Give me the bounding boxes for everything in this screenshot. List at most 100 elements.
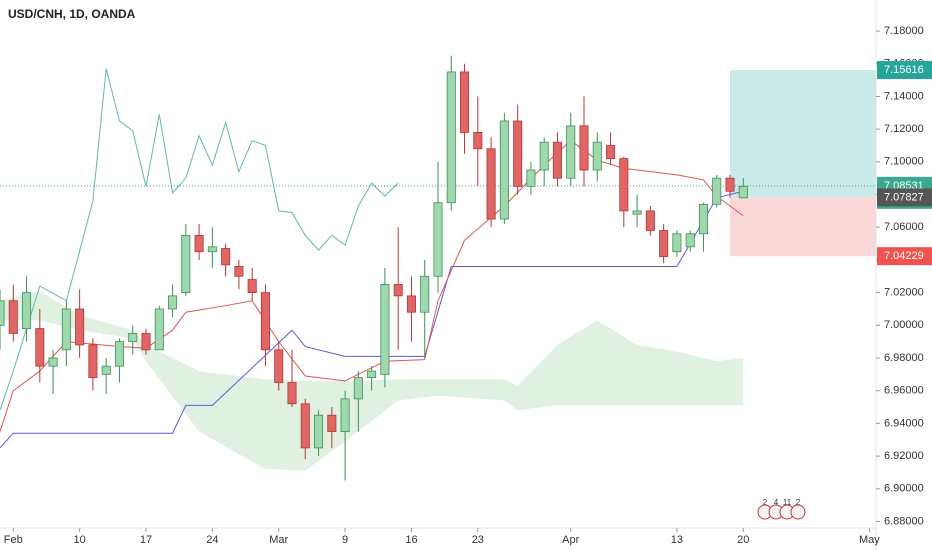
candle-body: [247, 279, 257, 294]
candle-body: [393, 284, 403, 297]
candle-body: [486, 148, 496, 220]
candle-body: [406, 295, 416, 313]
y-tick-label: 7.12000: [884, 123, 924, 135]
candle-body: [234, 266, 244, 277]
x-tick-label: 13: [671, 534, 683, 546]
y-tick-label: 7.00000: [884, 319, 924, 331]
candle-body: [154, 308, 164, 351]
chart-title: USD/CNH, 1D, OANDA: [8, 7, 136, 21]
candle-body: [380, 284, 390, 375]
target-label: 7.15616: [884, 64, 924, 76]
candle-body: [75, 308, 85, 346]
candle-body: [128, 333, 138, 343]
x-tick-label: 9: [342, 534, 348, 546]
candle-body: [48, 357, 58, 367]
y-tick-label: 6.96000: [884, 385, 924, 397]
candle-body: [712, 177, 722, 205]
x-tick-label: 10: [74, 534, 86, 546]
candle-body: [725, 177, 735, 192]
candle-body: [260, 292, 270, 351]
candle-body: [141, 333, 151, 351]
candle-body: [513, 120, 523, 187]
candle-body: [287, 382, 297, 405]
stop-label: 7.04229: [884, 250, 924, 262]
event-label: 11: [783, 498, 792, 507]
candle-body: [659, 230, 669, 258]
candle-body: [645, 210, 655, 231]
candle-body: [738, 185, 748, 199]
candle-body: [526, 169, 536, 187]
candle-body: [566, 125, 576, 179]
candle-body: [314, 414, 324, 449]
candle-body: [473, 132, 483, 150]
candle-body: [446, 71, 456, 204]
candle-body: [35, 328, 45, 367]
candle-body: [300, 403, 310, 449]
candle-body: [8, 300, 18, 334]
x-tick-label: Apr: [562, 534, 579, 546]
candle-body: [0, 300, 5, 326]
stop-label-box: [877, 247, 932, 266]
event-marker: [790, 504, 806, 520]
candle-body: [221, 248, 231, 266]
candle-body: [433, 202, 443, 277]
candle-body: [207, 246, 217, 253]
candle-body: [353, 377, 363, 400]
candle-body: [632, 210, 642, 215]
candle-body: [619, 158, 629, 212]
candle-body: [672, 233, 682, 253]
candle-body: [88, 344, 98, 379]
x-tick-label: May: [859, 534, 880, 546]
candle-body: [101, 365, 111, 375]
candle-body: [698, 203, 708, 235]
x-tick-label: 23: [472, 534, 484, 546]
candle-body: [181, 234, 191, 294]
x-tick-label: 24: [206, 534, 218, 546]
event-label: 2: [763, 498, 768, 507]
candle-body: [274, 349, 284, 383]
x-tick-label: Feb: [4, 534, 23, 546]
candle-body: [194, 234, 204, 253]
entry-label-box: [877, 188, 932, 207]
candle-body: [606, 145, 616, 159]
candle-body: [499, 120, 509, 220]
event-label: 2: [796, 498, 801, 507]
x-tick-label: 20: [737, 534, 749, 546]
y-tick-label: 7.02000: [884, 287, 924, 299]
y-tick-label: 6.94000: [884, 417, 924, 429]
plot-area: [0, 55, 876, 481]
candle-body: [552, 141, 562, 179]
candle-body: [168, 295, 178, 310]
indicator-line: [0, 190, 744, 449]
candle-body: [367, 370, 377, 379]
candle-body: [61, 308, 71, 351]
profit-zone: [730, 70, 876, 198]
candle-body: [327, 414, 337, 432]
candle-body: [579, 125, 589, 171]
y-tick-label: 6.90000: [884, 483, 924, 495]
indicator-line: [0, 68, 399, 411]
candle-body: [22, 292, 32, 329]
loss-zone: [730, 197, 876, 257]
y-tick-label: 6.88000: [884, 515, 924, 527]
candle-body: [460, 71, 470, 133]
y-tick-label: 7.06000: [884, 221, 924, 233]
y-tick-label: 7.18000: [884, 25, 924, 37]
y-tick-label: 7.14000: [884, 90, 924, 102]
candle-body: [114, 341, 124, 367]
x-tick-label: 16: [405, 534, 417, 546]
candle-body: [539, 141, 549, 171]
y-tick-label: 6.92000: [884, 450, 924, 462]
event-label: 4: [774, 498, 779, 507]
x-tick-label: Mar: [269, 534, 288, 546]
entry-label: 7.07827: [884, 191, 924, 203]
y-tick-label: 7.10000: [884, 156, 924, 168]
x-tick-label: 17: [140, 534, 152, 546]
candle-body: [420, 275, 430, 313]
target-label-box: [877, 61, 932, 80]
y-tick-label: 6.98000: [884, 352, 924, 364]
candle-body: [340, 398, 350, 432]
candle-body: [592, 141, 602, 171]
